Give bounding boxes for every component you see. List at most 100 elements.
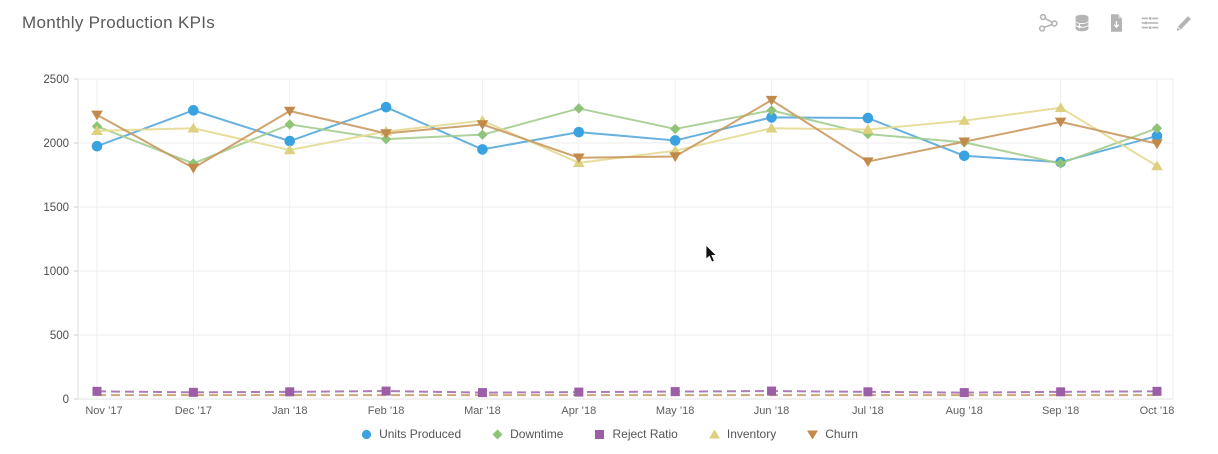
page-title: Monthly Production KPIs: [22, 13, 216, 32]
triangle-down-legend-icon: [807, 430, 819, 439]
churn-point[interactable]: [1054, 117, 1067, 128]
diamond-legend-icon: [492, 429, 503, 439]
svg-text:Dec ’17: Dec ’17: [175, 405, 212, 417]
units-produced-point[interactable]: [284, 135, 296, 147]
churn-point[interactable]: [91, 110, 103, 121]
inventory-point[interactable]: [187, 122, 200, 133]
edit-pencil-icon[interactable]: [1171, 11, 1196, 36]
svg-text:Mar ’18: Mar ’18: [464, 405, 501, 417]
churn-point[interactable]: [669, 152, 681, 162]
svg-text:2000: 2000: [43, 138, 69, 150]
svg-text:Apr ’18: Apr ’18: [561, 405, 596, 417]
reject-ratio-point[interactable]: [477, 388, 487, 398]
legend-label: Downtime: [510, 427, 564, 441]
svg-text:Jul ’18: Jul ’18: [852, 405, 884, 417]
downtime-point[interactable]: [573, 103, 585, 114]
churn-point[interactable]: [380, 129, 392, 139]
legend-item-units-produced[interactable]: Units Produced: [360, 427, 461, 441]
churn-point[interactable]: [765, 95, 778, 106]
units-produced-point[interactable]: [766, 112, 777, 123]
svg-text:Nov ’17: Nov ’17: [85, 405, 122, 417]
units-produced-point[interactable]: [1151, 130, 1163, 142]
display-settings-icon[interactable]: [1137, 11, 1162, 36]
circle-legend-icon: [361, 429, 372, 439]
x-axis-labels: Nov ’17 Dec ’17 Jan ’18 Feb ’18 Mar ’18 Apr ’…: [85, 405, 1174, 417]
inventory-point[interactable]: [91, 125, 103, 136]
inventory-point[interactable]: [1054, 102, 1067, 112]
kpi-line-chart[interactable]: 0 500 1000 1500 2000 2500 Nov ’17 Dec ’17 Jan ’1…: [0, 0, 1218, 424]
churn-point[interactable]: [283, 106, 296, 117]
inventory-point[interactable]: [862, 124, 874, 134]
legend-label: Reject Ratio: [612, 427, 678, 441]
reject-ratio-point[interactable]: [381, 386, 391, 396]
legend-label: Churn: [825, 427, 858, 441]
reject-ratio-point[interactable]: [1152, 386, 1162, 396]
churn-point[interactable]: [862, 157, 874, 168]
units-produced-point[interactable]: [477, 144, 488, 155]
svg-text:1500: 1500: [43, 202, 69, 214]
file-download-icon[interactable]: [1103, 11, 1128, 36]
svg-text:500: 500: [50, 330, 69, 342]
database-export-icon[interactable]: [1069, 11, 1094, 36]
units-produced-point[interactable]: [573, 126, 585, 138]
inventory-point[interactable]: [1151, 160, 1163, 171]
downtime-point[interactable]: [477, 129, 488, 140]
svg-text:Feb ’18: Feb ’18: [368, 405, 405, 417]
legend-item-downtime[interactable]: Downtime: [491, 427, 563, 441]
reject-ratio-point[interactable]: [670, 387, 680, 397]
units-produced-point[interactable]: [91, 140, 103, 152]
downtime-point[interactable]: [284, 119, 295, 130]
churn-point[interactable]: [958, 137, 971, 148]
downtime-point[interactable]: [669, 123, 681, 135]
reject-ratio-point[interactable]: [1056, 387, 1066, 397]
churn-point[interactable]: [476, 120, 489, 130]
legend-item-inventory[interactable]: Inventory: [708, 427, 776, 441]
svg-text:Aug ’18: Aug ’18: [946, 405, 983, 417]
units-produced-point[interactable]: [188, 105, 199, 116]
churn-point[interactable]: [187, 163, 200, 174]
reject-ratio-point[interactable]: [92, 386, 102, 396]
svg-text:Jan ’18: Jan ’18: [272, 405, 307, 417]
chart-legend: Units Produced Downtime Reject Ratio Invent…: [0, 427, 1218, 441]
downtime-point[interactable]: [380, 133, 392, 145]
inventory-point[interactable]: [958, 115, 971, 125]
series-reject-ratio[interactable]: [92, 386, 1162, 398]
series-churn[interactable]: [91, 95, 1163, 174]
inventory-point[interactable]: [283, 144, 296, 155]
share-icon[interactable]: [1035, 11, 1060, 36]
triangle-up-legend-icon: [708, 429, 720, 438]
reject-ratio-point[interactable]: [574, 387, 584, 397]
units-produced-point[interactable]: [380, 101, 392, 113]
inventory-point[interactable]: [765, 122, 778, 133]
units-produced-point[interactable]: [862, 112, 874, 124]
series-units-produced[interactable]: [91, 101, 1163, 168]
units-produced-point[interactable]: [669, 135, 681, 146]
legend-label: Units Produced: [379, 427, 462, 441]
downtime-point[interactable]: [766, 105, 777, 116]
svg-text:Oct ’18: Oct ’18: [1140, 405, 1175, 417]
svg-text:May ’18: May ’18: [656, 405, 695, 417]
card-header: Monthly Production KPIs: [0, 0, 1218, 46]
reject-ratio-point[interactable]: [863, 387, 873, 397]
legend-item-reject-ratio[interactable]: Reject Ratio: [593, 427, 678, 441]
downtime-point[interactable]: [1055, 158, 1066, 169]
churn-point[interactable]: [573, 153, 585, 164]
reject-ratio-point[interactable]: [767, 386, 777, 396]
gridlines: [77, 78, 1174, 400]
svg-text:Sep ’18: Sep ’18: [1042, 405, 1079, 417]
svg-text:2500: 2500: [43, 74, 69, 86]
chart-toolbar: [1035, 11, 1196, 36]
units-produced-point[interactable]: [958, 150, 970, 162]
churn-point[interactable]: [1151, 139, 1163, 150]
square-legend-icon: [595, 429, 605, 439]
reject-ratio-point[interactable]: [188, 387, 198, 397]
downtime-point[interactable]: [1151, 123, 1163, 134]
legend-label: Inventory: [726, 427, 777, 441]
reject-ratio-point[interactable]: [285, 387, 295, 397]
legend-item-churn[interactable]: Churn: [806, 427, 858, 441]
y-axis-labels: 0 500 1000 1500 2000 2500: [43, 74, 78, 406]
svg-text:0: 0: [63, 394, 69, 406]
reject-ratio-point[interactable]: [959, 388, 969, 398]
svg-text:Jun ’18: Jun ’18: [754, 405, 789, 417]
